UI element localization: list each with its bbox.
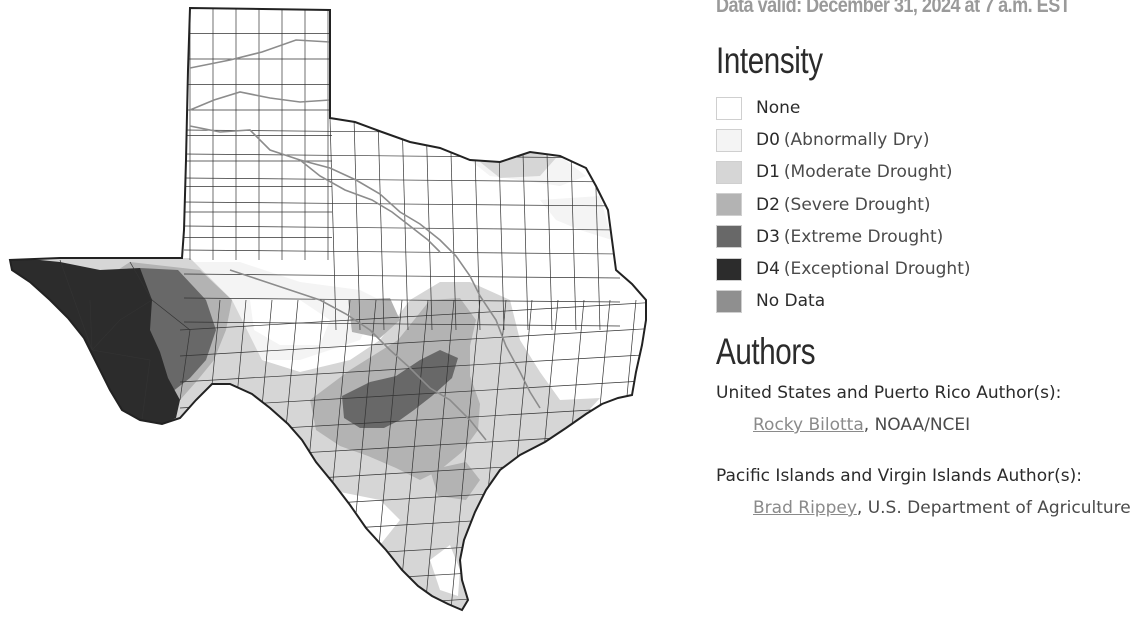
author-org: , NOAA/NCEI bbox=[863, 415, 971, 435]
legend-item-d3: D3 (Extreme Drought) bbox=[716, 221, 1140, 253]
legend-swatch bbox=[716, 225, 742, 249]
county-boundary bbox=[183, 225, 621, 231]
county-boundary bbox=[179, 329, 191, 401]
legend-item-d0: D0 (Abnormally Dry) bbox=[716, 124, 1140, 156]
county-boundary bbox=[179, 353, 646, 383]
us-author-entry: Rocky Bilotta, NOAA/NCEI bbox=[753, 415, 970, 435]
county-boundary bbox=[377, 117, 385, 331]
county-boundary bbox=[183, 321, 621, 327]
county-boundary bbox=[179, 301, 646, 331]
legend-code: No Data bbox=[756, 291, 826, 312]
legend-item-d1: D1 (Moderate Drought) bbox=[716, 156, 1140, 188]
legend-swatch bbox=[716, 289, 742, 313]
intensity-legend: None D0 (Abnormally Dry) D1 (Moderate Drou… bbox=[716, 92, 1140, 317]
county-boundary bbox=[353, 117, 361, 331]
legend-swatch bbox=[716, 96, 742, 120]
legend-code: D1 bbox=[756, 162, 780, 183]
county-boundary bbox=[423, 299, 455, 610]
legend-desc: (Exceptional Drought) bbox=[783, 259, 971, 280]
legend-code: D0 bbox=[756, 130, 780, 151]
county-boundary bbox=[329, 117, 337, 331]
county-boundary bbox=[141, 359, 151, 421]
county-boundary bbox=[91, 319, 121, 351]
legend-code: D2 bbox=[756, 194, 780, 215]
county-boundary bbox=[183, 201, 621, 207]
county-boundary bbox=[449, 299, 481, 610]
legend-swatch bbox=[716, 193, 742, 217]
authors-heading: Authors bbox=[716, 331, 816, 372]
us-authors-label: United States and Puerto Rico Author(s): bbox=[716, 383, 1062, 403]
author-link-rocky-bilotta[interactable]: Rocky Bilotta bbox=[753, 415, 864, 435]
legend-desc: (Abnormally Dry) bbox=[783, 130, 930, 151]
author-org: , U.S. Department of Agriculture bbox=[856, 498, 1131, 518]
legend-code: D4 bbox=[756, 259, 780, 280]
county-boundary bbox=[183, 177, 621, 183]
intensity-heading: Intensity bbox=[716, 40, 823, 81]
county-boundary bbox=[183, 153, 621, 159]
county-boundary bbox=[183, 273, 621, 279]
data-valid-date: Data valid: December 31, 2024 at 7 a.m. … bbox=[716, 0, 1071, 17]
pacific-authors-label: Pacific Islands and Virgin Islands Autho… bbox=[716, 466, 1082, 486]
author-link-brad-rippey[interactable]: Brad Rippey bbox=[753, 498, 857, 518]
legend-desc: (Severe Drought) bbox=[783, 194, 931, 215]
d4-areas bbox=[10, 258, 180, 424]
legend-desc: (Extreme Drought) bbox=[783, 226, 944, 247]
county-boundary bbox=[151, 299, 191, 331]
county-boundary bbox=[119, 299, 153, 321]
county-boundary bbox=[183, 249, 621, 255]
county-boundary bbox=[401, 117, 409, 331]
legend-item-d2: D2 (Severe Drought) bbox=[716, 189, 1140, 221]
county-boundary bbox=[179, 587, 646, 610]
rivers bbox=[189, 39, 541, 441]
legend-item-d4: D4 (Exceptional Drought) bbox=[716, 253, 1140, 285]
legend-desc: (Moderate Drought) bbox=[783, 162, 953, 183]
pacific-author-entry: Brad Rippey, U.S. Department of Agricult… bbox=[753, 498, 1131, 518]
legend-item-none: None bbox=[716, 92, 1140, 124]
legend-code: D3 bbox=[756, 226, 780, 247]
county-boundary bbox=[425, 117, 433, 331]
texas-drought-map bbox=[9, 7, 647, 611]
county-boundary bbox=[91, 349, 151, 361]
county-boundary bbox=[397, 299, 429, 610]
info-panel: Data valid: December 31, 2024 at 7 a.m. … bbox=[716, 0, 1140, 620]
county-boundary bbox=[129, 261, 153, 301]
legend-item-no-data: No Data bbox=[716, 285, 1140, 317]
legend-swatch bbox=[716, 160, 742, 184]
county-boundary bbox=[89, 299, 93, 351]
county-boundary bbox=[59, 259, 93, 351]
county-boundary bbox=[179, 327, 646, 357]
legend-swatch bbox=[716, 128, 742, 152]
legend-code: None bbox=[756, 98, 801, 119]
legend-swatch bbox=[716, 257, 742, 281]
